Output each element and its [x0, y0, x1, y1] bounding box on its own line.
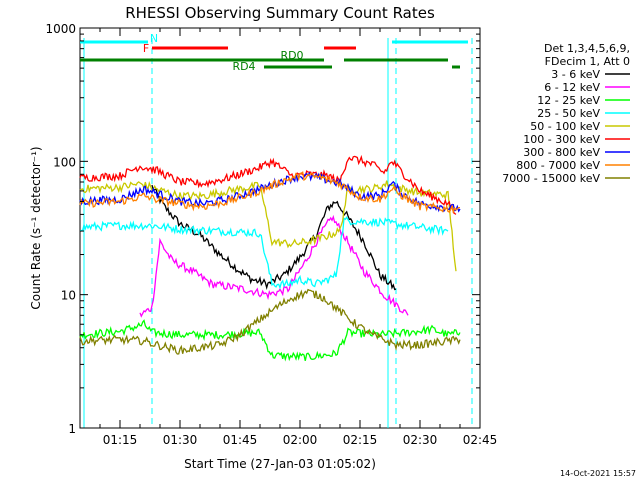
y-tick-label-0: 1: [68, 422, 76, 436]
series-line-0: [151, 184, 397, 291]
legend-label-4: 50 - 100 keV: [530, 120, 600, 133]
x-tick-label-2: 01:45: [223, 433, 258, 447]
legend-label-5: 100 - 300 keV: [523, 133, 600, 146]
timestamp-footer: 14-Oct-2021 15:57: [560, 469, 636, 478]
rd0-label: RD0: [280, 49, 303, 62]
chart-title: RHESSI Observing Summary Count Rates: [125, 4, 435, 22]
legend-header-1: FDecim 1, Att 0: [545, 55, 630, 68]
x-tick-label-6: 02:45: [463, 433, 498, 447]
series-line-3: [80, 216, 449, 290]
flare-label: F: [143, 42, 149, 55]
legend-label-2: 12 - 25 keV: [537, 94, 600, 107]
legend-label-0: 3 - 6 keV: [551, 68, 600, 81]
legend: Det 1,3,4,5,6,9,FDecim 1, Att 03 - 6 keV…: [502, 42, 630, 185]
series-group: [79, 154, 461, 362]
plot-frame: [79, 27, 481, 429]
series-line-7: [79, 171, 460, 215]
legend-label-8: 7000 - 15000 keV: [502, 172, 600, 185]
plot-area: [79, 27, 481, 429]
series-line-4: [79, 180, 457, 272]
x-tick-label-5: 02:30: [403, 433, 438, 447]
x-tick-label-4: 02:15: [343, 433, 378, 447]
rd4-label: RD4: [232, 60, 255, 73]
legend-label-7: 800 - 7000 keV: [516, 159, 600, 172]
series-line-8: [79, 288, 461, 355]
marker-lines: [83, 38, 473, 428]
x-tick-label-0: 01:15: [103, 433, 138, 447]
night-label: N: [150, 32, 158, 45]
y-axis-label: Count Rate (s⁻¹ detector⁻¹): [29, 146, 43, 309]
series-line-5: [79, 154, 457, 215]
y-tick-label-1: 10: [61, 289, 76, 303]
status-bars: NF RD0 RD4: [80, 32, 468, 73]
axes: 01:15 01:30 01:45 02:00 02:15 02:30 02:45 1 10 10…: [45, 22, 497, 447]
series-line-6: [79, 171, 461, 213]
legend-label-6: 300 - 800 keV: [523, 146, 600, 159]
legend-header-0: Det 1,3,4,5,6,9,: [544, 42, 630, 55]
legend-label-1: 6 - 12 keV: [544, 81, 600, 94]
series-line-1: [139, 214, 409, 318]
x-tick-label-1: 01:30: [163, 433, 198, 447]
x-tick-label-3: 02:00: [283, 433, 318, 447]
legend-label-3: 25 - 50 keV: [537, 107, 600, 120]
y-tick-label-2: 100: [53, 155, 76, 169]
series-line-2: [79, 319, 461, 362]
y-tick-label-3: 1000: [45, 22, 76, 36]
x-axis-label: Start Time (27-Jan-03 01:05:02): [184, 457, 376, 471]
